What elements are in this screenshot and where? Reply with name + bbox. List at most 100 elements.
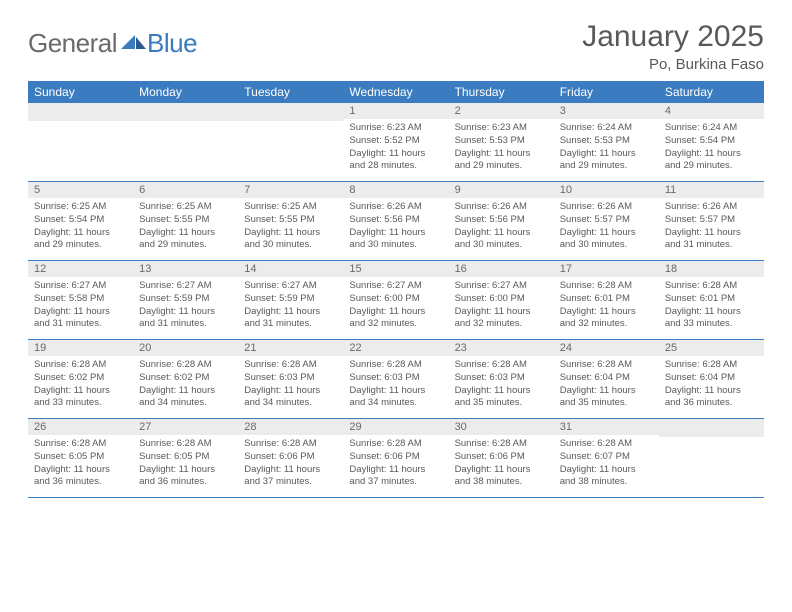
day-cell: 25Sunrise: 6:28 AMSunset: 6:04 PMDayligh… <box>659 340 764 418</box>
weekday-header: Wednesday <box>343 81 448 103</box>
day-cell: 17Sunrise: 6:28 AMSunset: 6:01 PMDayligh… <box>554 261 659 339</box>
day-details: Sunrise: 6:28 AMSunset: 6:04 PMDaylight:… <box>554 356 659 414</box>
calendar: SundayMondayTuesdayWednesdayThursdayFrid… <box>28 81 764 498</box>
day-number: 15 <box>343 261 448 277</box>
day-cell: 6Sunrise: 6:25 AMSunset: 5:55 PMDaylight… <box>133 182 238 260</box>
empty-day-header <box>133 103 238 121</box>
day-cell: 26Sunrise: 6:28 AMSunset: 6:05 PMDayligh… <box>28 419 133 497</box>
day-number: 7 <box>238 182 343 198</box>
day-details: Sunrise: 6:28 AMSunset: 6:06 PMDaylight:… <box>238 435 343 493</box>
day-number: 29 <box>343 419 448 435</box>
day-details: Sunrise: 6:27 AMSunset: 5:58 PMDaylight:… <box>28 277 133 335</box>
day-number: 10 <box>554 182 659 198</box>
day-details: Sunrise: 6:25 AMSunset: 5:54 PMDaylight:… <box>28 198 133 256</box>
day-cell: 9Sunrise: 6:26 AMSunset: 5:56 PMDaylight… <box>449 182 554 260</box>
day-details: Sunrise: 6:28 AMSunset: 6:02 PMDaylight:… <box>28 356 133 414</box>
day-cell <box>133 103 238 181</box>
day-cell: 11Sunrise: 6:26 AMSunset: 5:57 PMDayligh… <box>659 182 764 260</box>
day-cell: 30Sunrise: 6:28 AMSunset: 6:06 PMDayligh… <box>449 419 554 497</box>
day-cell: 2Sunrise: 6:23 AMSunset: 5:53 PMDaylight… <box>449 103 554 181</box>
day-cell: 23Sunrise: 6:28 AMSunset: 6:03 PMDayligh… <box>449 340 554 418</box>
day-cell: 14Sunrise: 6:27 AMSunset: 5:59 PMDayligh… <box>238 261 343 339</box>
day-cell: 16Sunrise: 6:27 AMSunset: 6:00 PMDayligh… <box>449 261 554 339</box>
day-cell: 28Sunrise: 6:28 AMSunset: 6:06 PMDayligh… <box>238 419 343 497</box>
day-details: Sunrise: 6:27 AMSunset: 5:59 PMDaylight:… <box>133 277 238 335</box>
day-number: 17 <box>554 261 659 277</box>
day-cell: 31Sunrise: 6:28 AMSunset: 6:07 PMDayligh… <box>554 419 659 497</box>
day-cell <box>238 103 343 181</box>
day-cell <box>659 419 764 497</box>
day-number: 30 <box>449 419 554 435</box>
day-number: 27 <box>133 419 238 435</box>
day-cell: 3Sunrise: 6:24 AMSunset: 5:53 PMDaylight… <box>554 103 659 181</box>
day-cell: 20Sunrise: 6:28 AMSunset: 6:02 PMDayligh… <box>133 340 238 418</box>
day-number: 9 <box>449 182 554 198</box>
day-details: Sunrise: 6:28 AMSunset: 6:05 PMDaylight:… <box>133 435 238 493</box>
day-details: Sunrise: 6:28 AMSunset: 6:04 PMDaylight:… <box>659 356 764 414</box>
day-number: 23 <box>449 340 554 356</box>
day-details: Sunrise: 6:25 AMSunset: 5:55 PMDaylight:… <box>133 198 238 256</box>
empty-day-header <box>659 419 764 437</box>
empty-day-header <box>28 103 133 121</box>
day-number: 12 <box>28 261 133 277</box>
day-number: 13 <box>133 261 238 277</box>
week-row: 5Sunrise: 6:25 AMSunset: 5:54 PMDaylight… <box>28 182 764 261</box>
day-cell: 4Sunrise: 6:24 AMSunset: 5:54 PMDaylight… <box>659 103 764 181</box>
day-cell <box>28 103 133 181</box>
logo: General Blue <box>28 28 197 59</box>
day-details: Sunrise: 6:24 AMSunset: 5:53 PMDaylight:… <box>554 119 659 177</box>
day-cell: 1Sunrise: 6:23 AMSunset: 5:52 PMDaylight… <box>343 103 448 181</box>
weekday-header: Monday <box>133 81 238 103</box>
day-cell: 24Sunrise: 6:28 AMSunset: 6:04 PMDayligh… <box>554 340 659 418</box>
day-cell: 10Sunrise: 6:26 AMSunset: 5:57 PMDayligh… <box>554 182 659 260</box>
day-cell: 5Sunrise: 6:25 AMSunset: 5:54 PMDaylight… <box>28 182 133 260</box>
day-details: Sunrise: 6:27 AMSunset: 5:59 PMDaylight:… <box>238 277 343 335</box>
day-cell: 12Sunrise: 6:27 AMSunset: 5:58 PMDayligh… <box>28 261 133 339</box>
day-details: Sunrise: 6:26 AMSunset: 5:56 PMDaylight:… <box>449 198 554 256</box>
day-details: Sunrise: 6:27 AMSunset: 6:00 PMDaylight:… <box>343 277 448 335</box>
day-details: Sunrise: 6:26 AMSunset: 5:57 PMDaylight:… <box>659 198 764 256</box>
day-number: 21 <box>238 340 343 356</box>
day-details: Sunrise: 6:28 AMSunset: 6:03 PMDaylight:… <box>449 356 554 414</box>
day-details: Sunrise: 6:28 AMSunset: 6:03 PMDaylight:… <box>343 356 448 414</box>
day-number: 18 <box>659 261 764 277</box>
week-row: 12Sunrise: 6:27 AMSunset: 5:58 PMDayligh… <box>28 261 764 340</box>
day-number: 5 <box>28 182 133 198</box>
day-details: Sunrise: 6:28 AMSunset: 6:02 PMDaylight:… <box>133 356 238 414</box>
week-row: 19Sunrise: 6:28 AMSunset: 6:02 PMDayligh… <box>28 340 764 419</box>
day-number: 22 <box>343 340 448 356</box>
header: General Blue January 2025 Po, Burkina Fa… <box>28 20 764 73</box>
day-details: Sunrise: 6:27 AMSunset: 6:00 PMDaylight:… <box>449 277 554 335</box>
day-details: Sunrise: 6:28 AMSunset: 6:05 PMDaylight:… <box>28 435 133 493</box>
day-cell: 21Sunrise: 6:28 AMSunset: 6:03 PMDayligh… <box>238 340 343 418</box>
day-details: Sunrise: 6:28 AMSunset: 6:01 PMDaylight:… <box>659 277 764 335</box>
weekday-header: Tuesday <box>238 81 343 103</box>
day-number: 24 <box>554 340 659 356</box>
empty-day-header <box>238 103 343 121</box>
day-number: 16 <box>449 261 554 277</box>
day-cell: 7Sunrise: 6:25 AMSunset: 5:55 PMDaylight… <box>238 182 343 260</box>
day-details: Sunrise: 6:25 AMSunset: 5:55 PMDaylight:… <box>238 198 343 256</box>
calendar-body: 1Sunrise: 6:23 AMSunset: 5:52 PMDaylight… <box>28 103 764 498</box>
day-cell: 27Sunrise: 6:28 AMSunset: 6:05 PMDayligh… <box>133 419 238 497</box>
day-number: 20 <box>133 340 238 356</box>
weekday-header: Friday <box>554 81 659 103</box>
day-number: 1 <box>343 103 448 119</box>
weekday-header: Thursday <box>449 81 554 103</box>
day-cell: 8Sunrise: 6:26 AMSunset: 5:56 PMDaylight… <box>343 182 448 260</box>
week-row: 1Sunrise: 6:23 AMSunset: 5:52 PMDaylight… <box>28 103 764 182</box>
weekday-header: Saturday <box>659 81 764 103</box>
day-cell: 19Sunrise: 6:28 AMSunset: 6:02 PMDayligh… <box>28 340 133 418</box>
day-details: Sunrise: 6:28 AMSunset: 6:06 PMDaylight:… <box>449 435 554 493</box>
day-cell: 22Sunrise: 6:28 AMSunset: 6:03 PMDayligh… <box>343 340 448 418</box>
day-details: Sunrise: 6:28 AMSunset: 6:07 PMDaylight:… <box>554 435 659 493</box>
day-number: 8 <box>343 182 448 198</box>
title-block: January 2025 Po, Burkina Faso <box>582 20 764 73</box>
day-details: Sunrise: 6:28 AMSunset: 6:03 PMDaylight:… <box>238 356 343 414</box>
day-details: Sunrise: 6:28 AMSunset: 6:01 PMDaylight:… <box>554 277 659 335</box>
day-details: Sunrise: 6:26 AMSunset: 5:56 PMDaylight:… <box>343 198 448 256</box>
day-number: 4 <box>659 103 764 119</box>
day-number: 11 <box>659 182 764 198</box>
day-number: 3 <box>554 103 659 119</box>
day-number: 28 <box>238 419 343 435</box>
